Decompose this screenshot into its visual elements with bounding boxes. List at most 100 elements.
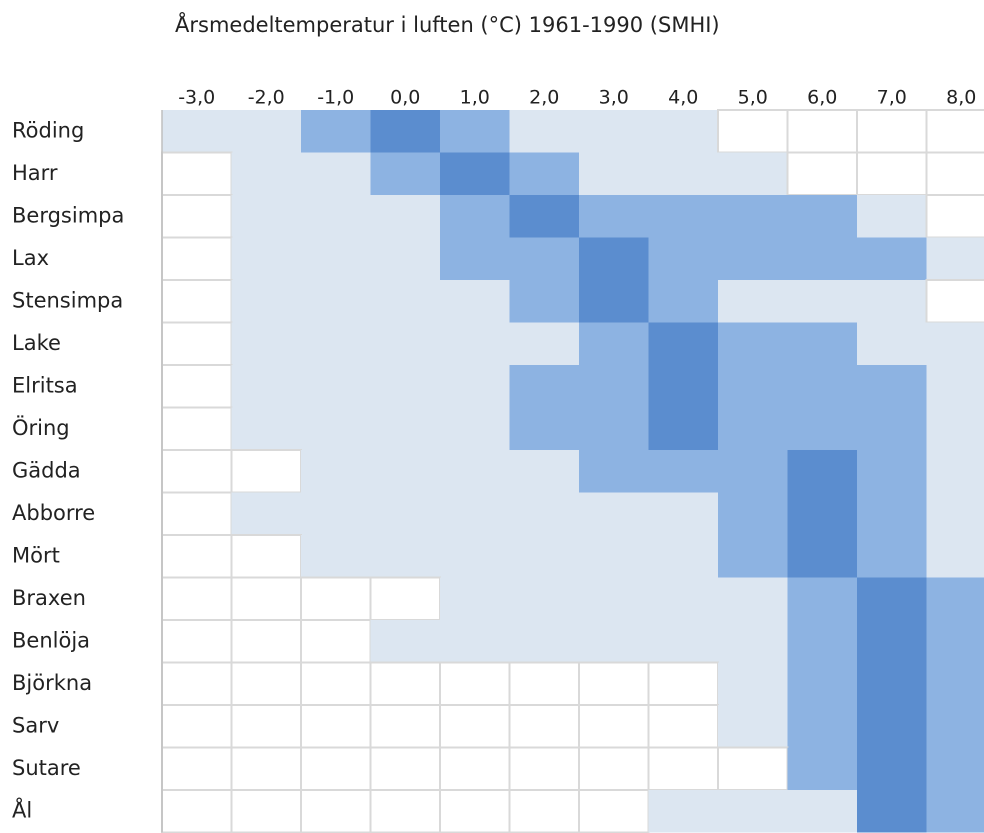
x-tick-label: 0,0 <box>390 87 420 109</box>
heat-cell <box>440 577 510 620</box>
heat-cell <box>857 705 927 748</box>
heat-cell <box>230 449 302 494</box>
x-tick-label: -1,0 <box>317 87 354 109</box>
x-tick-label: -2,0 <box>248 87 285 109</box>
heat-cell <box>648 152 718 195</box>
heat-cell <box>161 661 233 706</box>
heat-cell <box>301 152 371 195</box>
heat-cell <box>161 194 233 239</box>
heat-cell <box>509 110 579 153</box>
heat-cell <box>856 109 928 154</box>
y-tick-label: Öring <box>12 415 70 440</box>
heat-cell <box>857 492 927 535</box>
heat-cell <box>578 704 650 749</box>
heat-cell <box>787 705 857 748</box>
heat-cell <box>509 535 579 578</box>
heat-cell <box>648 110 718 153</box>
x-tick-label: 6,0 <box>807 87 837 109</box>
heat-cell <box>926 365 984 408</box>
heat-cell <box>718 365 788 408</box>
y-tick-label: Björkna <box>12 671 92 695</box>
heat-cell <box>579 407 649 450</box>
heat-cell <box>648 280 718 323</box>
heat-cell <box>718 237 788 280</box>
heat-cell <box>509 492 579 535</box>
heat-cell <box>787 662 857 705</box>
heat-cell <box>440 110 510 153</box>
heat-cell <box>579 152 649 195</box>
heat-cell <box>440 280 510 323</box>
heat-cell <box>370 365 440 408</box>
heat-cell <box>161 704 233 749</box>
y-tick-label: Röding <box>12 118 84 142</box>
heat-cell <box>231 492 301 535</box>
heat-cell <box>579 280 649 323</box>
heat-cell <box>230 789 302 833</box>
heat-cell <box>440 450 510 493</box>
heat-cell <box>508 704 580 749</box>
heat-cell <box>161 534 233 579</box>
heat-cell <box>509 620 579 663</box>
heat-cell <box>440 365 510 408</box>
heat-cell <box>787 577 857 620</box>
heat-cell <box>230 576 302 621</box>
heat-cell <box>161 789 233 833</box>
heat-cell <box>718 407 788 450</box>
heat-cell <box>857 577 927 620</box>
y-tick-label: Mört <box>12 543 60 567</box>
heat-cell <box>370 152 440 195</box>
heat-cell <box>300 576 372 621</box>
heat-cell <box>509 237 579 280</box>
y-tick-label: Ål <box>12 796 32 822</box>
x-tick-label: 5,0 <box>738 87 768 109</box>
heat-cell <box>717 746 789 791</box>
heat-cell <box>648 237 718 280</box>
heat-cell <box>370 237 440 280</box>
heat-cell <box>857 450 927 493</box>
heat-cell <box>440 620 510 663</box>
heat-cell <box>230 704 302 749</box>
heat-cell <box>648 322 718 365</box>
heat-cell <box>787 790 857 833</box>
heat-cell <box>647 746 719 791</box>
heat-cell <box>161 619 233 664</box>
heat-cell <box>718 152 788 195</box>
heat-cell <box>579 195 649 238</box>
heat-cell <box>509 450 579 493</box>
heat-cell <box>300 704 372 749</box>
heat-cell <box>369 746 441 791</box>
heat-cell <box>648 365 718 408</box>
heat-cell <box>857 280 927 323</box>
heat-cell <box>440 152 510 195</box>
heat-cell <box>301 322 371 365</box>
heat-cell <box>926 620 984 663</box>
heat-cell <box>578 661 650 706</box>
heat-cell <box>300 789 372 833</box>
heat-cell <box>857 322 927 365</box>
heat-cell <box>161 151 233 196</box>
heat-cell <box>300 746 372 791</box>
heat-cell <box>370 195 440 238</box>
heat-cell <box>440 535 510 578</box>
heat-cell <box>926 237 984 280</box>
heat-cell <box>161 449 233 494</box>
heat-cell <box>440 195 510 238</box>
heat-cell <box>787 237 857 280</box>
heat-cell <box>509 195 579 238</box>
heat-cell <box>579 450 649 493</box>
heat-cell <box>161 236 233 281</box>
x-tick-label: 1,0 <box>460 87 490 109</box>
heat-cell <box>578 789 650 833</box>
heat-cell <box>856 151 928 196</box>
heat-cell <box>231 110 301 153</box>
heat-cell <box>857 365 927 408</box>
heat-cell <box>718 662 788 705</box>
heat-cell <box>231 237 301 280</box>
heat-cell <box>718 195 788 238</box>
heat-cell <box>787 195 857 238</box>
heat-cell <box>579 237 649 280</box>
heat-cell <box>369 576 441 621</box>
heat-cell <box>926 790 984 833</box>
heat-cell <box>925 151 984 196</box>
